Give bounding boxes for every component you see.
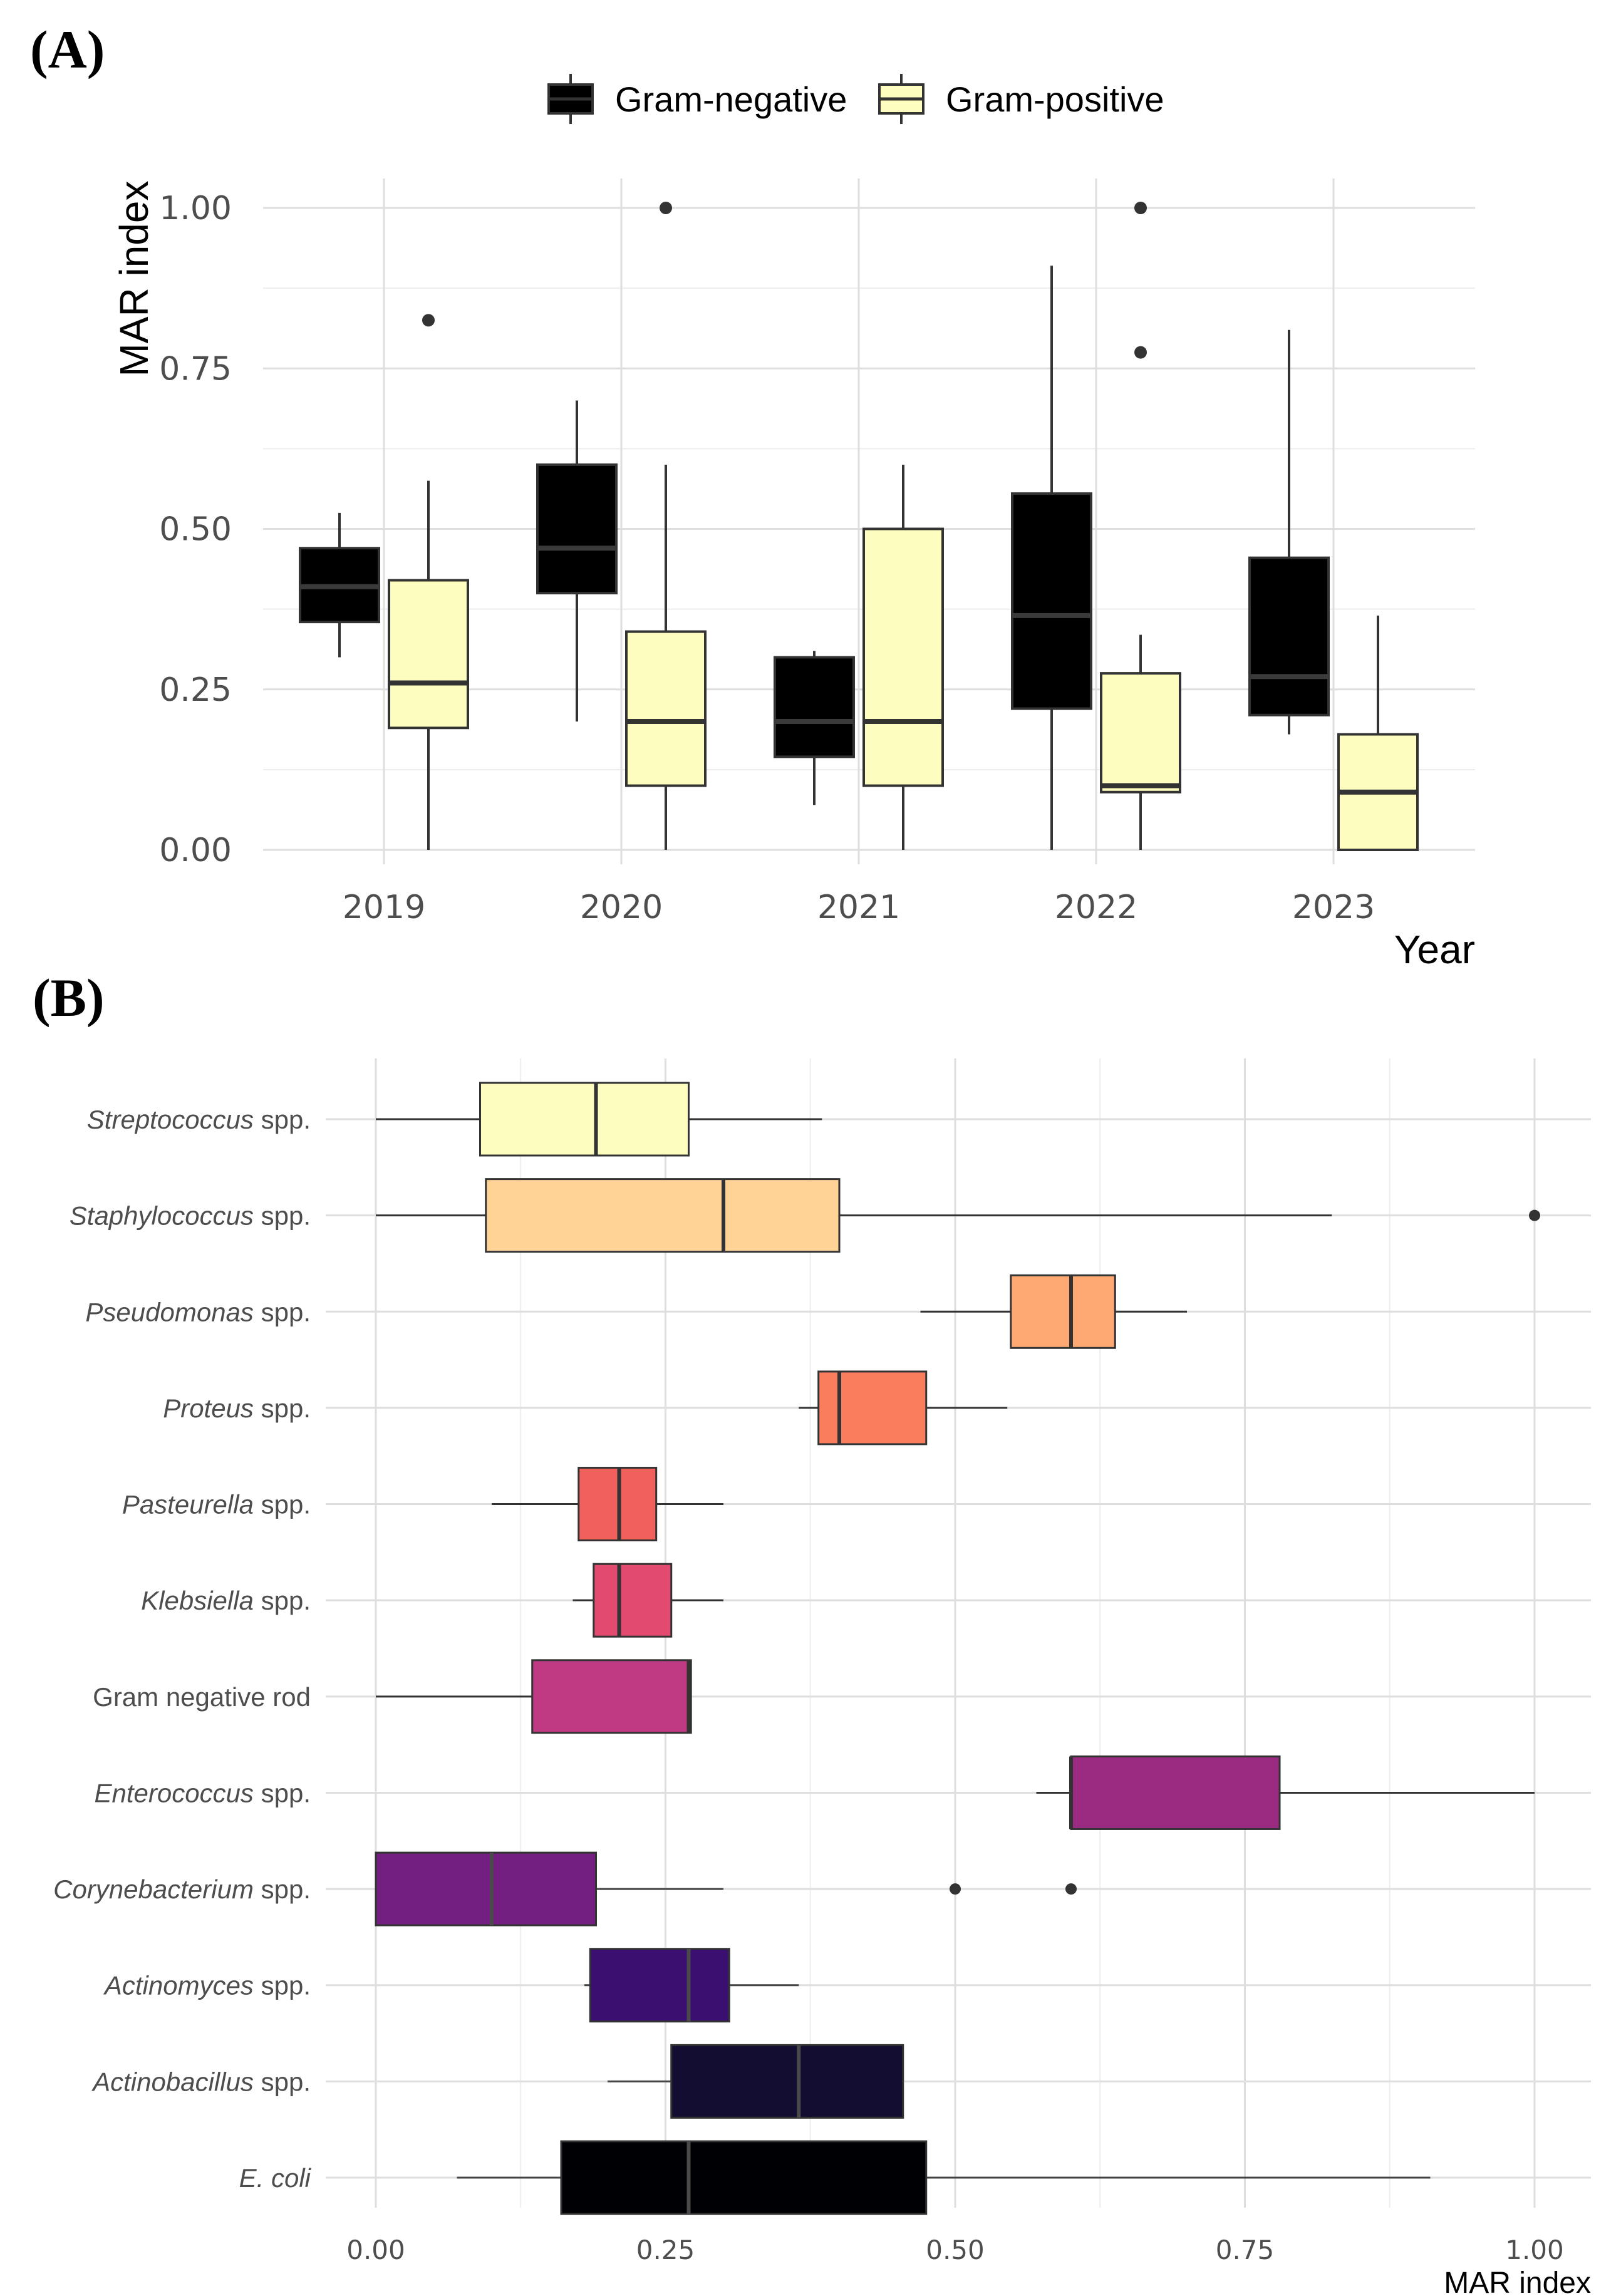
box: [1010, 1274, 1116, 1349]
x-axis-title: Year: [1394, 927, 1475, 972]
panel-a-chart: 0.00 0.25 0.50 0.75 1.00 2019 2020 2021 2022 2023…: [111, 74, 1475, 972]
category-label: Actinobacillus spp.: [91, 2067, 311, 2096]
category-label: Streptococcus spp.: [87, 1105, 311, 1134]
x-tick-label: 2022: [1055, 889, 1137, 926]
x-tick-label: 0.50: [926, 2235, 985, 2265]
panel-a-label: (A): [30, 19, 105, 80]
category-label-italic: Proteus: [163, 1394, 254, 1423]
x-tick-label: 1.00: [1505, 2235, 1564, 2265]
category-label-italic: E. coli: [239, 2163, 312, 2193]
box: [670, 2044, 904, 2119]
category-label: Corynebacterium spp.: [53, 1875, 311, 1904]
box-gram-positive: [862, 527, 944, 787]
box: [593, 1563, 673, 1638]
legend-label: Gram-positive: [946, 80, 1164, 119]
x-tick-label: 2023: [1292, 889, 1375, 926]
category-label: Proteus spp.: [163, 1394, 311, 1423]
box-gram-negative: [1011, 492, 1092, 710]
category-label-italic: Actinomyces: [103, 1971, 254, 2000]
x-axis-title: MAR index: [1444, 2267, 1591, 2296]
category-label-italic: Pseudomonas: [85, 1297, 254, 1326]
category-label: Enterococcus spp.: [94, 1778, 311, 1807]
panel-b-label: (B): [33, 968, 105, 1028]
category-label-suffix: spp.: [254, 1971, 311, 2000]
category-label-suffix: Gram negative rod: [93, 1682, 311, 1712]
category-label-italic: Staphylococcus: [70, 1201, 254, 1231]
category-label-suffix: spp.: [254, 1586, 311, 1615]
category-label: Pseudomonas spp.: [85, 1297, 311, 1326]
category-label-italic: Klebsiella: [141, 1586, 254, 1615]
category-label-suffix: spp.: [254, 1875, 311, 1904]
category-label-italic: Enterococcus: [94, 1778, 253, 1807]
box-gram-positive: [1100, 672, 1181, 794]
category-label-italic: Corynebacterium: [53, 1875, 254, 1904]
outlier-point: [1134, 202, 1147, 214]
category-label-suffix: spp.: [254, 1490, 311, 1519]
box-gram-negative: [774, 656, 855, 758]
box-gram-positive: [388, 579, 469, 730]
box-gram-positive: [625, 630, 707, 787]
x-tick-label: 2020: [580, 889, 663, 926]
category-label: Gram negative rod: [93, 1682, 311, 1712]
x-tick-label: 0.00: [346, 2235, 405, 2265]
outlier-point: [1065, 1883, 1077, 1895]
category-label-italic: Pasteurella: [122, 1490, 254, 1519]
outlier-point: [950, 1883, 961, 1895]
x-tick-label: 2019: [343, 889, 425, 926]
category-label: Klebsiella spp.: [141, 1586, 311, 1615]
box: [479, 1082, 690, 1157]
outlier-point: [1529, 1209, 1540, 1221]
box: [817, 1370, 928, 1445]
box: [485, 1178, 841, 1253]
category-label-suffix: spp.: [254, 2067, 311, 2096]
category-label: Pasteurella spp.: [122, 1490, 311, 1519]
y-axis-title: MAR index: [111, 181, 157, 377]
outlier-point: [660, 202, 672, 214]
box: [531, 1659, 692, 1734]
legend-label: Gram-negative: [615, 80, 847, 119]
category-label: E. coli: [239, 2163, 312, 2193]
category-label: Actinomyces spp.: [103, 1971, 311, 2000]
category-label-suffix: spp.: [254, 1105, 311, 1134]
y-tick-label: 0.50: [159, 511, 232, 549]
y-tick-label: 1.00: [159, 190, 232, 227]
outlier-point: [422, 314, 435, 327]
x-tick-label: 0.75: [1216, 2235, 1275, 2265]
category-label-italic: Actinobacillus: [91, 2067, 254, 2096]
x-tick-label: 2021: [817, 889, 900, 926]
y-tick-label: 0.75: [159, 350, 232, 388]
box: [589, 1948, 730, 2023]
box: [1070, 1755, 1281, 1830]
box-gram-negative: [1248, 556, 1330, 716]
box: [375, 1851, 597, 1926]
box-gram-negative: [536, 463, 618, 594]
category-label: Staphylococcus spp.: [70, 1201, 311, 1231]
category-label-italic: Streptococcus: [87, 1105, 254, 1134]
y-tick-label: 0.00: [159, 832, 232, 869]
box: [560, 2140, 928, 2215]
y-tick-label: 0.25: [159, 671, 232, 709]
category-label-suffix: spp.: [254, 1201, 311, 1231]
category-label-suffix: spp.: [254, 1778, 311, 1807]
outlier-point: [1134, 346, 1147, 359]
x-tick-label: 0.25: [636, 2235, 695, 2265]
category-label-suffix: spp.: [254, 1297, 311, 1326]
category-label-suffix: spp.: [254, 1394, 311, 1423]
